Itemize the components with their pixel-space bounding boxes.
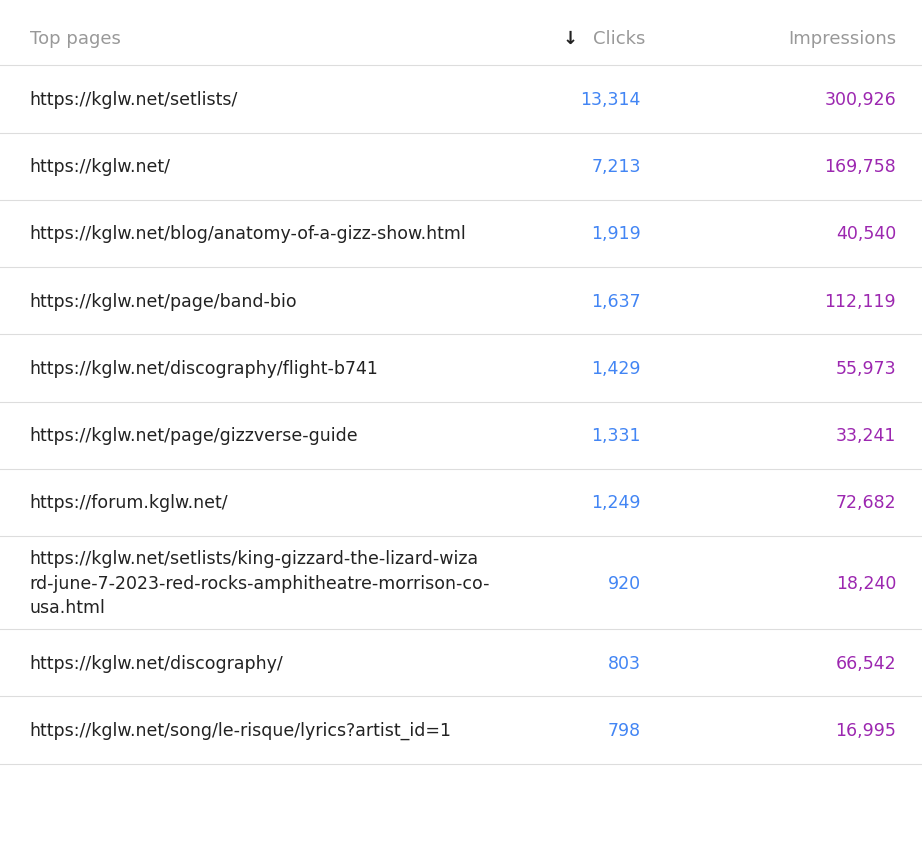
Text: https://kglw.net/blog/anatomy-of-a-gizz-show.html: https://kglw.net/blog/anatomy-of-a-gizz-… [30, 226, 467, 243]
Text: 1,249: 1,249 [591, 494, 641, 511]
Text: 7,213: 7,213 [591, 158, 641, 176]
Text: https://kglw.net/setlists/king-gizzard-the-lizard-wiza
rd-june-7-2023-red-rocks-: https://kglw.net/setlists/king-gizzard-t… [30, 549, 490, 616]
Text: 40,540: 40,540 [836, 226, 896, 243]
Text: 33,241: 33,241 [836, 427, 896, 444]
Text: https://forum.kglw.net/: https://forum.kglw.net/ [30, 494, 228, 511]
Text: 803: 803 [608, 654, 641, 672]
Text: Clicks: Clicks [593, 30, 645, 47]
Text: https://kglw.net/discography/: https://kglw.net/discography/ [30, 654, 283, 672]
Text: Impressions: Impressions [788, 30, 896, 47]
Text: 13,314: 13,314 [581, 91, 641, 108]
Text: 1,331: 1,331 [591, 427, 641, 444]
Text: 798: 798 [608, 722, 641, 739]
Text: 1,637: 1,637 [591, 293, 641, 310]
Text: 112,119: 112,119 [824, 293, 896, 310]
Text: https://kglw.net/setlists/: https://kglw.net/setlists/ [30, 91, 238, 108]
Text: 1,919: 1,919 [591, 226, 641, 243]
Text: https://kglw.net/: https://kglw.net/ [30, 158, 171, 176]
Text: 18,240: 18,240 [836, 574, 896, 592]
Text: 1,429: 1,429 [591, 360, 641, 377]
Text: 169,758: 169,758 [824, 158, 896, 176]
Text: Top pages: Top pages [30, 30, 121, 47]
Text: 66,542: 66,542 [835, 654, 896, 672]
Text: https://kglw.net/page/band-bio: https://kglw.net/page/band-bio [30, 293, 297, 310]
Text: 300,926: 300,926 [824, 91, 896, 108]
Text: 55,973: 55,973 [835, 360, 896, 377]
Text: 72,682: 72,682 [835, 494, 896, 511]
Text: https://kglw.net/page/gizzverse-guide: https://kglw.net/page/gizzverse-guide [30, 427, 358, 444]
Text: https://kglw.net/song/le-risque/lyrics?artist_id=1: https://kglw.net/song/le-risque/lyrics?a… [30, 721, 452, 740]
Text: ↓: ↓ [562, 30, 577, 47]
Text: 920: 920 [608, 574, 641, 592]
Text: 16,995: 16,995 [835, 722, 896, 739]
Text: https://kglw.net/discography/flight-b741: https://kglw.net/discography/flight-b741 [30, 360, 378, 377]
